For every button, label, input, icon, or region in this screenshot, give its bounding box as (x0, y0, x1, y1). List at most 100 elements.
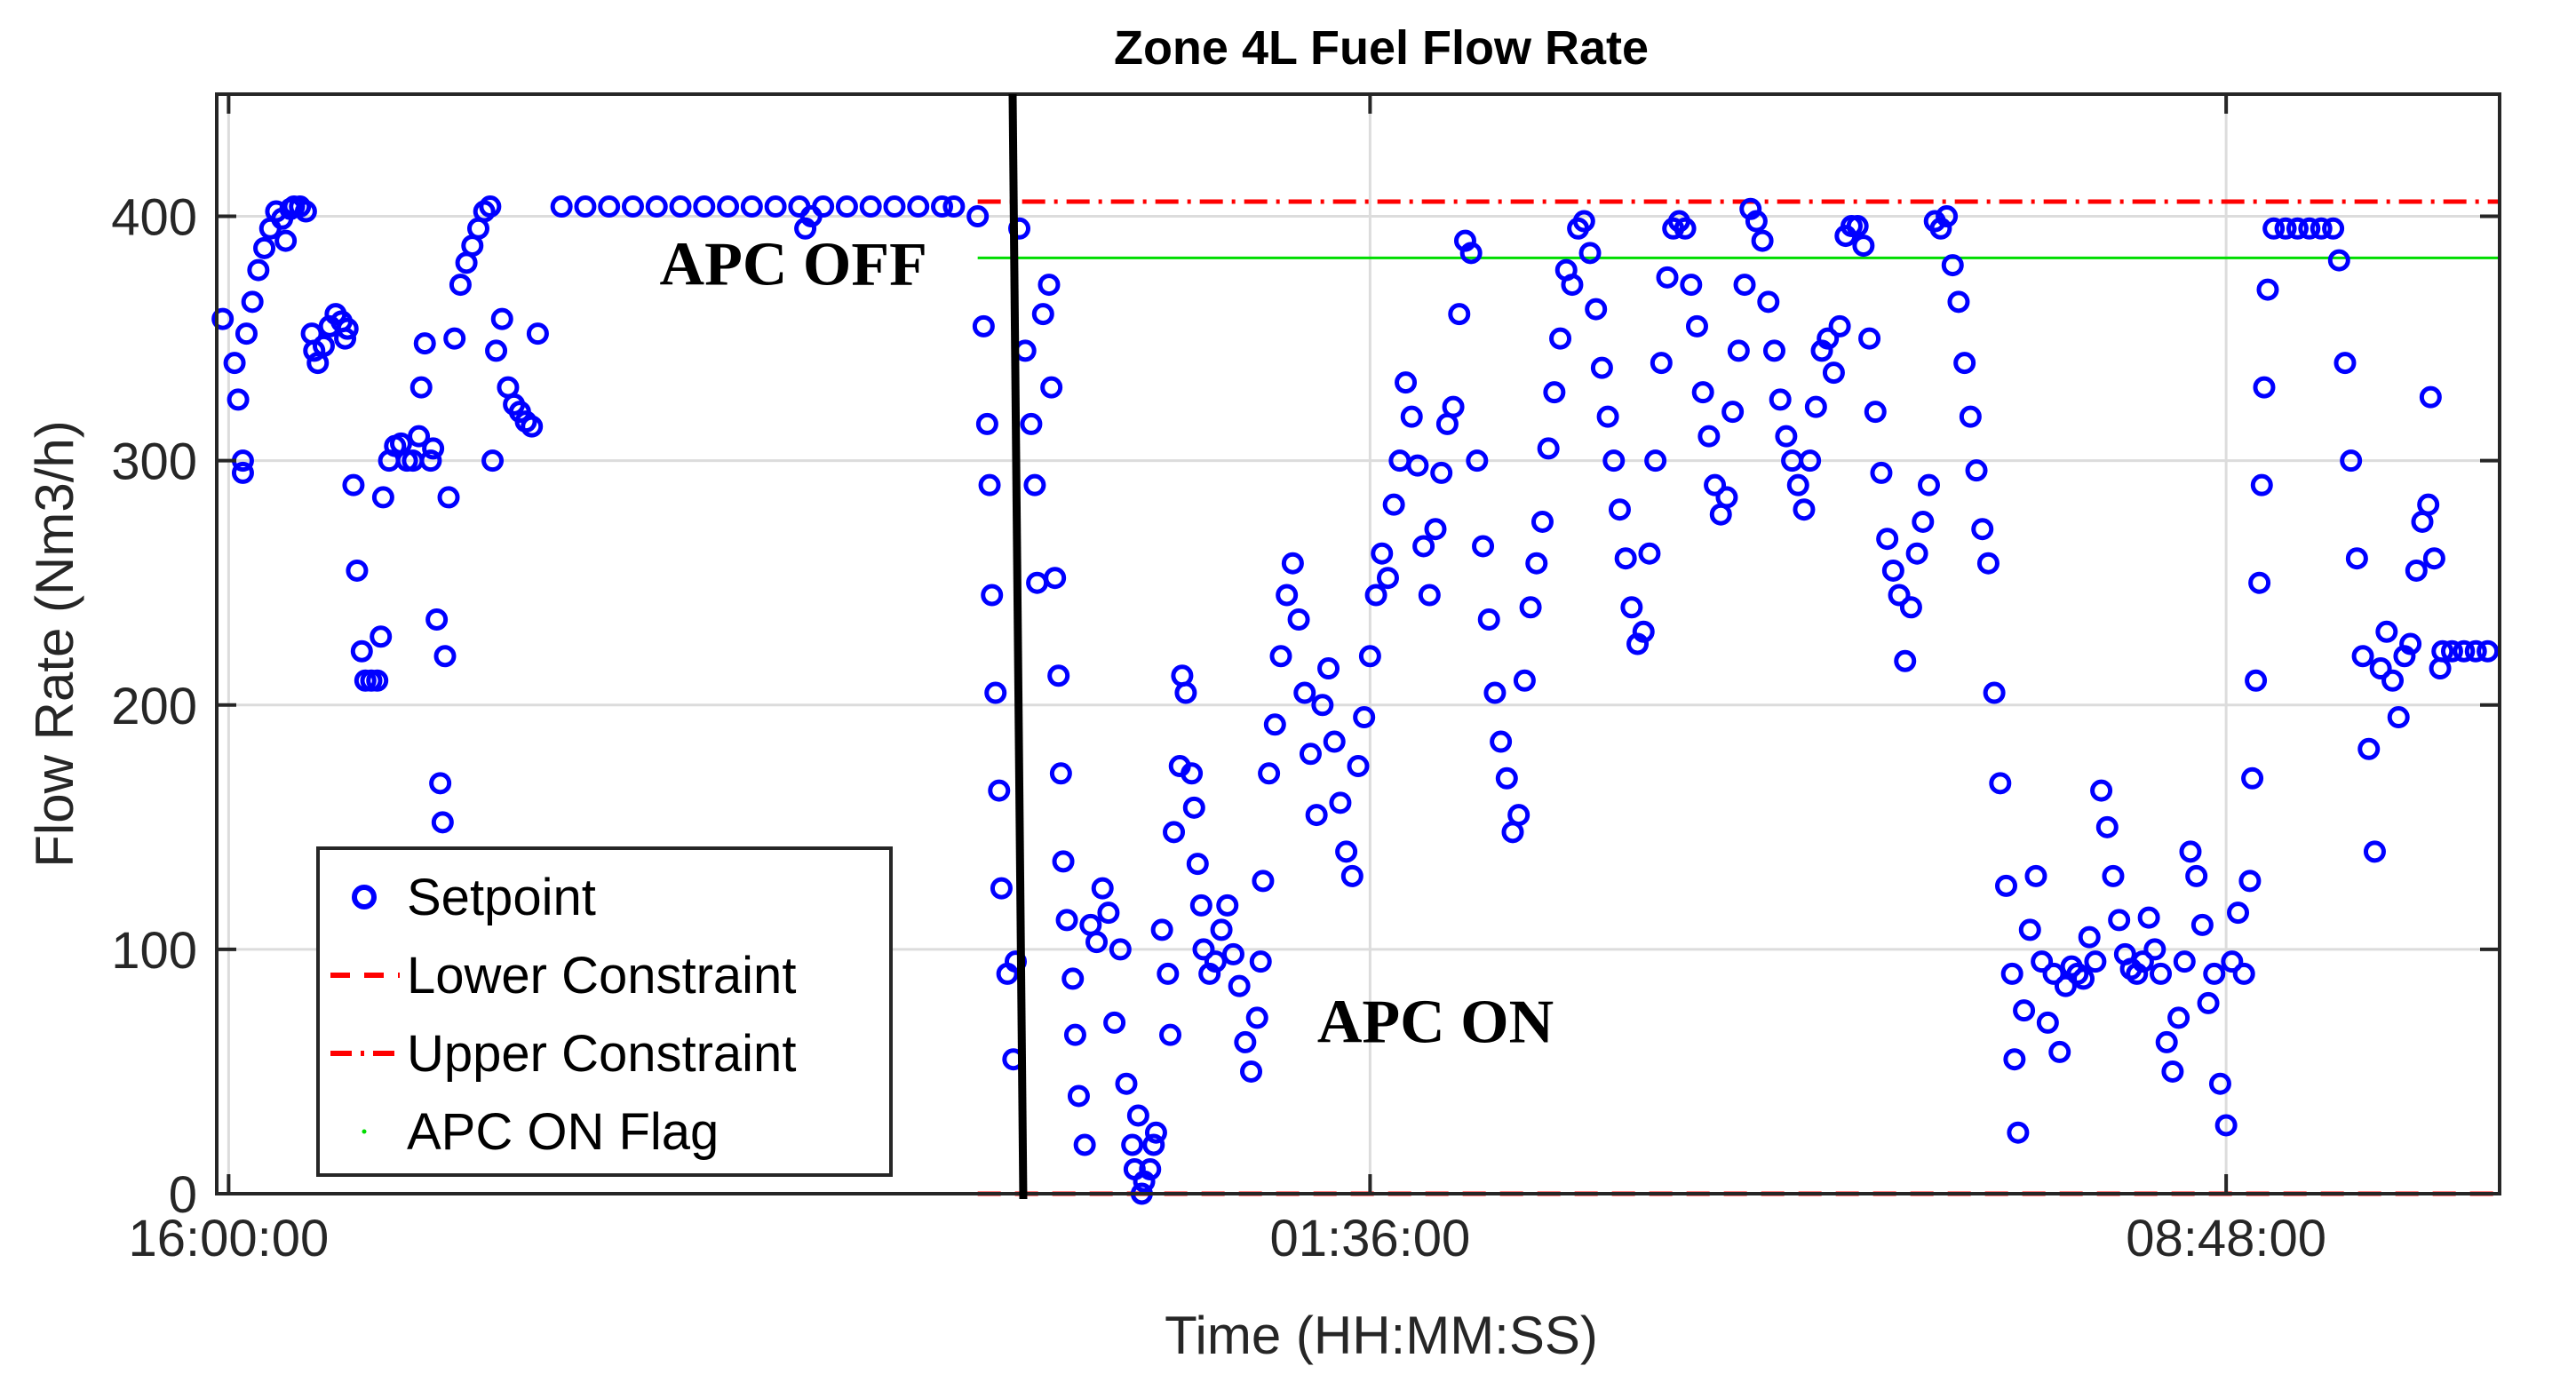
setpoint-point (1644, 449, 1667, 473)
setpoint-point (1044, 567, 1067, 590)
setpoint-point (1965, 459, 1988, 482)
setpoint-point (449, 274, 472, 297)
setpoint-point (1472, 535, 1495, 558)
setpoint-point (1204, 950, 1227, 973)
setpoint-point (1287, 608, 1310, 631)
setpoint-point (1762, 339, 1785, 362)
apc-switch-line (1008, 93, 1028, 1200)
setpoint-point (1674, 217, 1697, 240)
setpoint-point (2419, 385, 2442, 409)
setpoint-point (907, 195, 930, 218)
setpoint-point (247, 258, 270, 282)
setpoint-point (1912, 510, 1935, 533)
setpoint-point (2327, 249, 2350, 272)
setpoint-point (1157, 962, 1180, 985)
setpoint-point (2054, 974, 2077, 997)
setpoint-point (408, 425, 431, 448)
x-tick-label: 01:36:00 (1269, 1210, 1470, 1267)
setpoint-point (1163, 821, 1186, 844)
setpoint-point (2000, 962, 2023, 985)
setpoint-point (1899, 596, 1922, 619)
setpoint-point (1335, 840, 1358, 863)
setpoint-point (1769, 388, 1792, 411)
setpoint-point (521, 415, 544, 438)
setpoint-point (1680, 274, 1703, 297)
setpoint-point (2464, 639, 2487, 663)
setpoint-point (211, 307, 235, 330)
setpoint-point (1299, 743, 1322, 766)
setpoint-point (371, 486, 394, 509)
legend: Setpoint Lower Constraint Upper Constrai… (316, 846, 893, 1177)
setpoint-point (1376, 567, 1399, 590)
setpoint-point (1103, 1011, 1126, 1034)
setpoint-point (1881, 559, 1904, 582)
setpoint-point (1305, 804, 1328, 827)
setpoint-point (1549, 327, 1572, 350)
setpoint-point (241, 290, 264, 314)
setpoint-point (443, 327, 466, 350)
setpoint-point (2440, 639, 2463, 663)
setpoint-point (2431, 639, 2454, 663)
y-tick-label: 100 (111, 922, 197, 980)
ticks: 0 100 200 300 400 16:00:00 01:36:00 08:48:00 (111, 94, 2500, 1267)
setpoint-point (1846, 215, 1869, 238)
setpoint-point (2108, 909, 2131, 932)
setpoint-point (621, 195, 644, 218)
setpoint-point (1382, 493, 1405, 516)
setpoint-point (1085, 931, 1109, 954)
setpoint-point (1347, 755, 1370, 778)
legend-setpoint-label: Setpoint (407, 869, 596, 926)
setpoint-point (2422, 547, 2445, 570)
setpoint-point (425, 608, 449, 631)
setpoint-point (931, 195, 954, 218)
setpoint-point (490, 307, 513, 330)
setpoint-point (1240, 1060, 1263, 1083)
setpoint-point (2381, 669, 2405, 692)
legend-setpoint-marker (352, 885, 377, 909)
setpoint-point (1572, 210, 1595, 233)
setpoint-point (2150, 962, 2173, 985)
setpoint-point (1126, 1104, 1149, 1127)
legend-apc-flag-marker (362, 1129, 367, 1134)
setpoint-point (1858, 327, 1881, 350)
setpoint-point (2090, 779, 2113, 802)
setpoint-point (2208, 1072, 2231, 1095)
setpoint-point (1495, 766, 1518, 790)
setpoint-point (1189, 894, 1212, 917)
setpoint-point (966, 205, 990, 228)
setpoint-point (1023, 473, 1046, 496)
setpoint-point (1418, 584, 1441, 607)
setpoint-point (2003, 1048, 2026, 1071)
setpoint-point (1477, 608, 1500, 631)
setpoint-point (1864, 401, 1887, 424)
setpoint-point (1870, 461, 1893, 484)
setpoint-point (1490, 730, 1513, 753)
setpoint-point (1602, 449, 1626, 473)
setpoint-point (2102, 864, 2125, 887)
setpoint-point (2417, 493, 2440, 516)
setpoint-point (1852, 234, 1875, 258)
setpoint-point (1459, 242, 1483, 265)
setpoint-point (2185, 864, 2208, 887)
setpoint-point (1424, 518, 1447, 541)
setpoint-point (1412, 535, 1435, 558)
setpoint-point (2387, 706, 2410, 729)
setpoint-point (693, 195, 716, 218)
setpoint-point (1221, 942, 1244, 965)
setpoint-point (1941, 254, 1964, 277)
setpoint-point (1329, 791, 1352, 814)
setpoint-point (2203, 962, 2226, 985)
setpoint-point (1608, 498, 1631, 521)
setpoint-point (1293, 681, 1316, 704)
legend-box (316, 846, 893, 1177)
setpoint-point (2248, 571, 2271, 594)
setpoint-point (366, 669, 389, 692)
setpoint-point (2232, 962, 2255, 985)
setpoint-point (1585, 298, 1608, 321)
setpoint-point (1263, 713, 1286, 736)
setpoint-point (1888, 584, 1911, 607)
setpoint-point (1697, 425, 1721, 448)
setpoint-point (1364, 584, 1387, 607)
setpoint-point (2274, 217, 2297, 240)
setpoint-point (1142, 1133, 1165, 1156)
